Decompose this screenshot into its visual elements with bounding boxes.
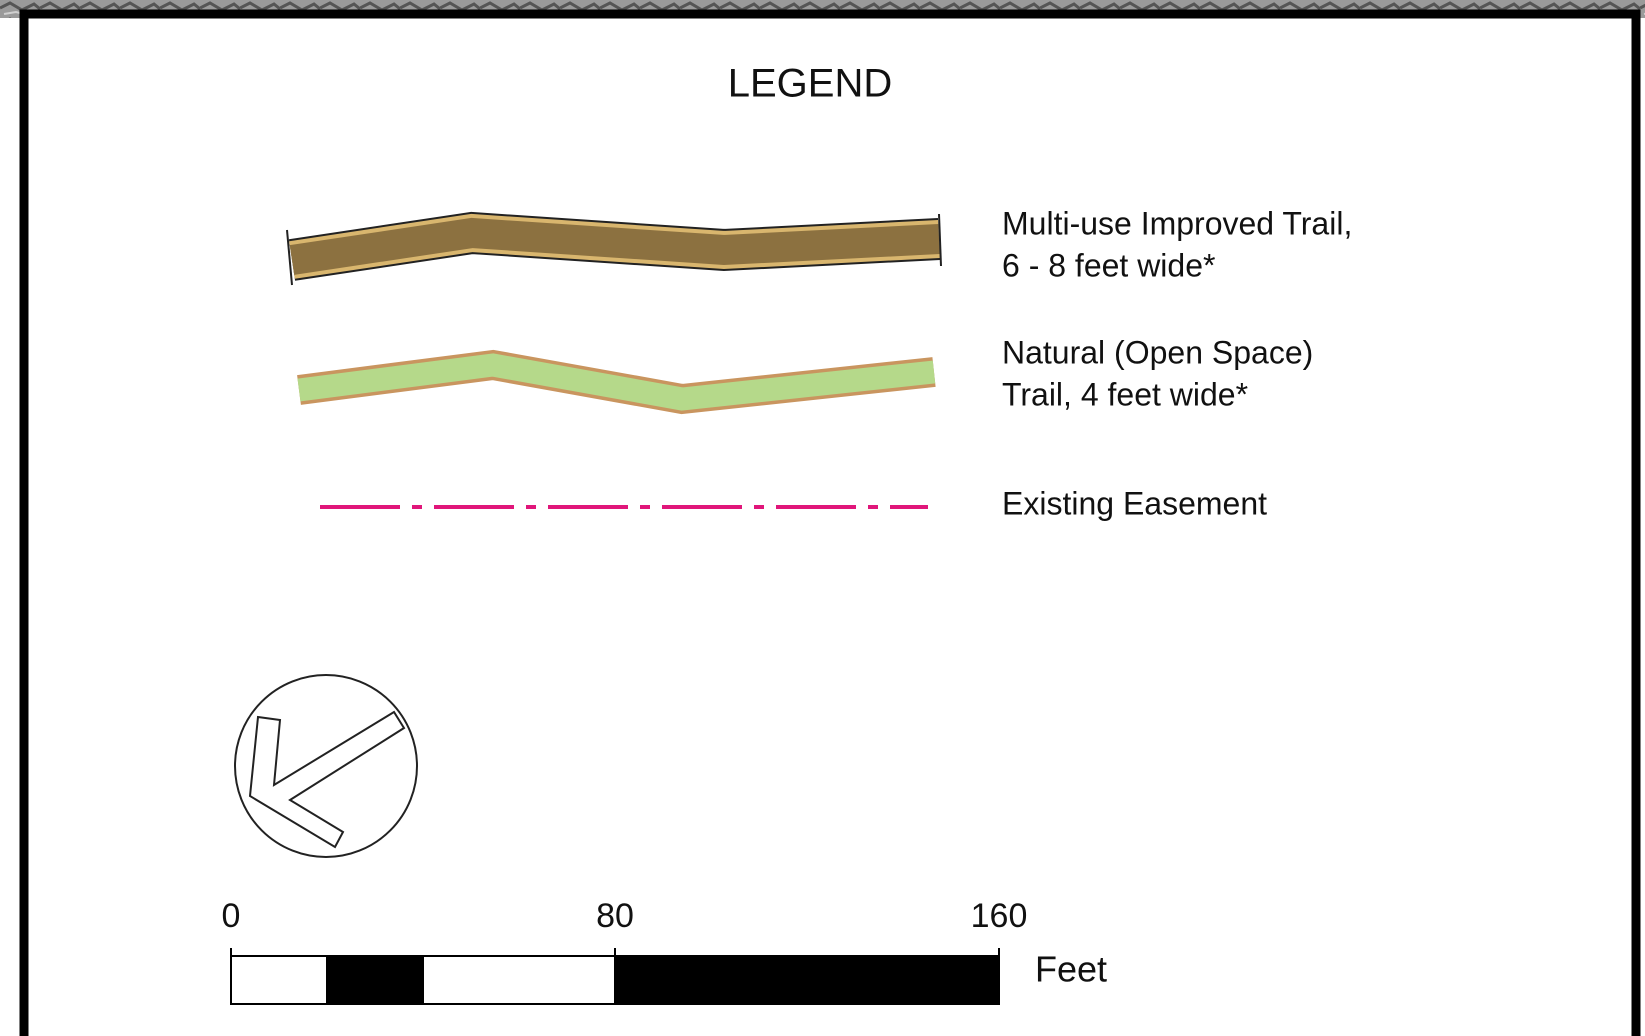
legend-frame (19, 9, 1641, 1036)
scale-segment (614, 955, 1000, 1005)
legend-label: Trail, 4 feet wide* (1002, 376, 1248, 412)
scale-tick-label: 80 (596, 897, 634, 935)
legend-label: Natural (Open Space) (1002, 334, 1313, 370)
legend-title: LEGEND (728, 62, 893, 106)
improved-trail-symbol (286, 211, 942, 286)
scale-segment (422, 955, 616, 1005)
natural-trail-symbol (297, 349, 936, 415)
scale-segment (230, 955, 328, 1005)
scale-tick-label: 160 (971, 897, 1028, 935)
scale-unit: Feet (1035, 949, 1107, 990)
legend-label: 6 - 8 feet wide* (1002, 247, 1215, 283)
north-arrow (234, 674, 418, 858)
legend-label: Multi-use Improved Trail, (1002, 205, 1352, 241)
legend-label: Existing Easement (1002, 485, 1267, 521)
scale-tick-label: 0 (222, 897, 241, 935)
scale-segment (326, 955, 424, 1005)
